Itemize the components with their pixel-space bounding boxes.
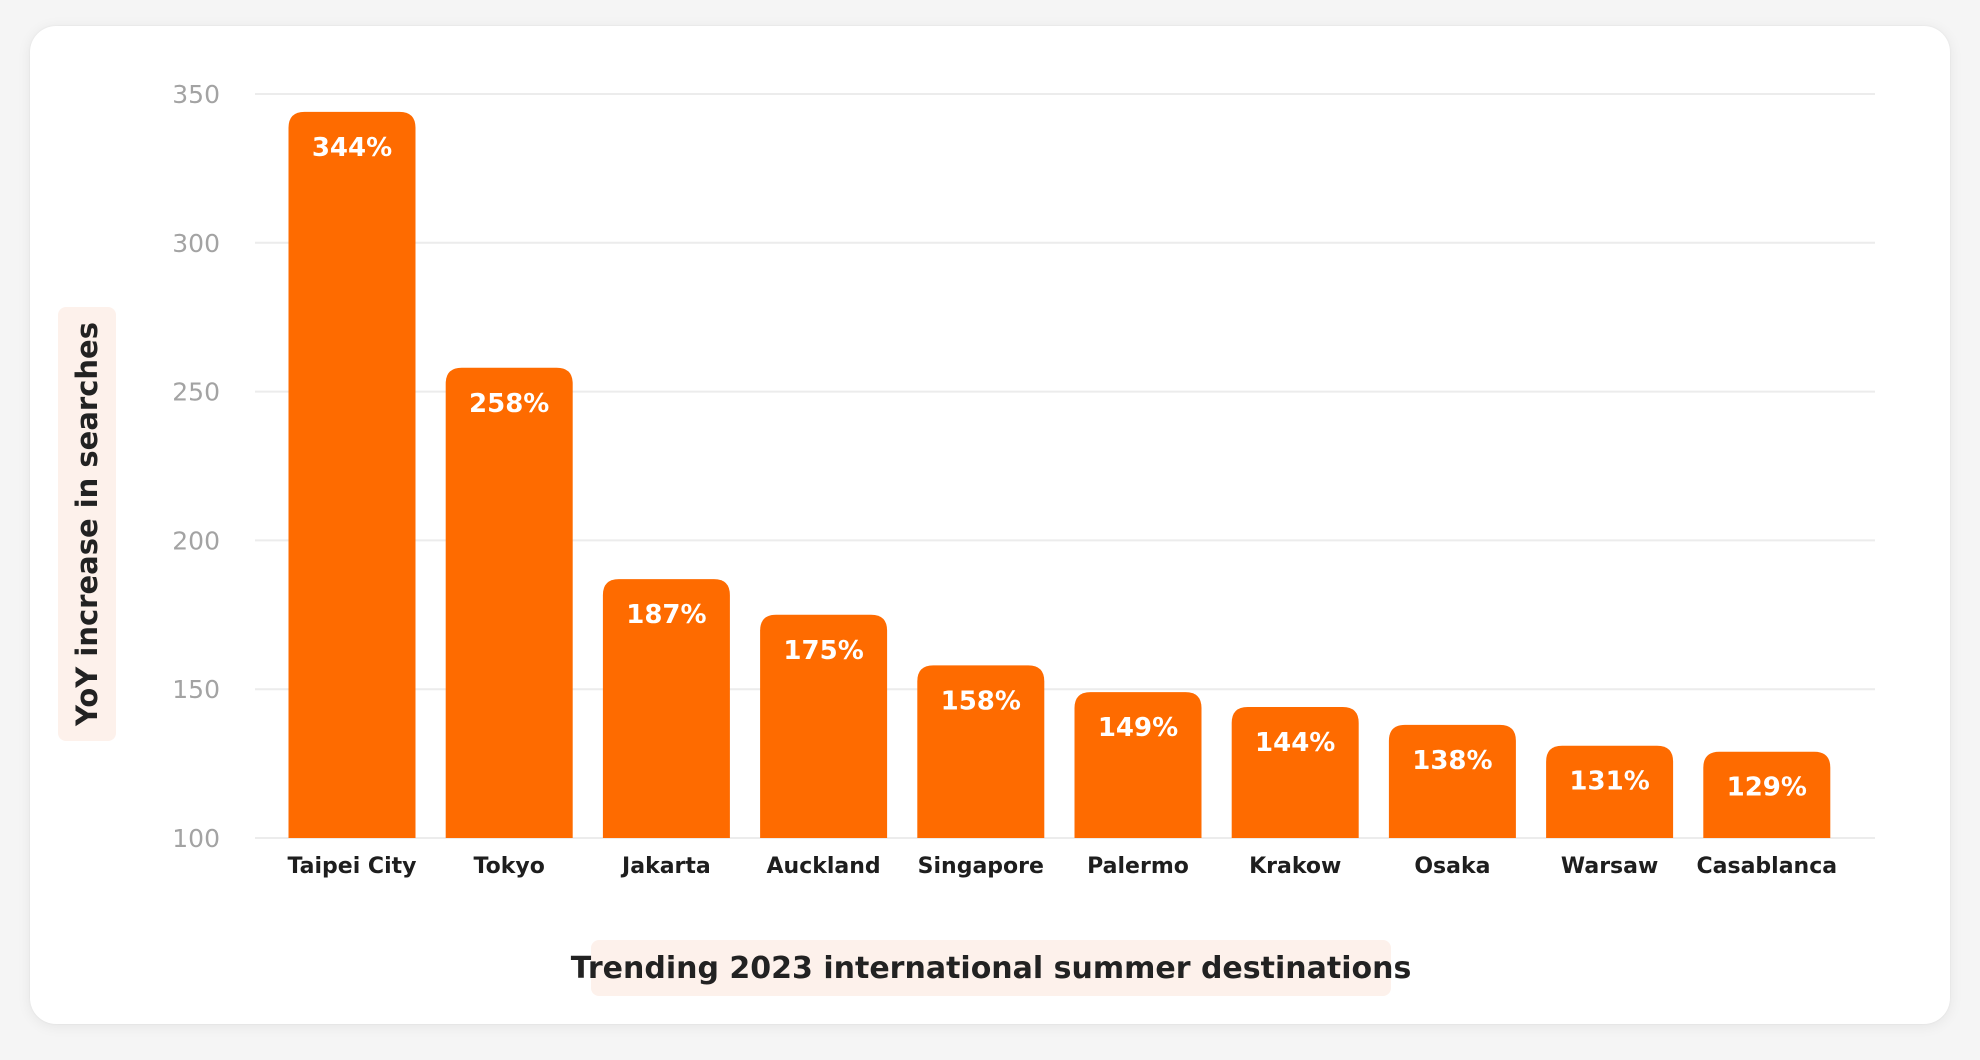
x-axis-categories: Taipei City Tokyo Jakarta Auckland Singapore…: [288, 854, 1838, 879]
x-category-label: Palermo: [1087, 854, 1189, 879]
x-axis-label: Trending 2023 international summer desti…: [570, 950, 1412, 986]
y-tick-label: 100: [172, 824, 220, 853]
y-axis-ticks: 100 150 200 250 300 350: [172, 80, 220, 853]
x-category-label: Auckland: [767, 854, 881, 879]
bar-palermo: [1074, 692, 1202, 838]
bar-taipei-city: [288, 111, 416, 838]
bar-value-label: 187%: [626, 600, 706, 630]
bar-auckland: [760, 614, 888, 838]
y-tick-label: 250: [172, 378, 220, 407]
y-tick-label: 300: [172, 229, 220, 258]
y-tick-label: 200: [172, 526, 220, 555]
bar-value-label: 138%: [1412, 746, 1492, 776]
bar-tokyo: [445, 367, 573, 838]
x-category-label: Taipei City: [288, 854, 417, 879]
bar-value-label: 131%: [1569, 767, 1649, 797]
bar-value-label: 144%: [1255, 728, 1335, 758]
y-tick-label: 150: [172, 675, 220, 704]
bar-casablanca: [1703, 751, 1831, 838]
bar-krakow: [1231, 707, 1359, 838]
bar-jakarta: [602, 579, 730, 838]
x-category-label: Jakarta: [620, 854, 711, 879]
x-category-label: Tokyo: [474, 854, 545, 879]
bar-value-label: 258%: [469, 389, 549, 419]
bar-value-label: 158%: [941, 686, 1021, 716]
bars: 344% 258% 187% 175% 158% 149% 144% 138% 131% 129%: [288, 111, 1831, 838]
x-axis-label-box: Trending 2023 international summer desti…: [571, 940, 1411, 996]
bar-osaka: [1388, 724, 1516, 838]
y-tick-label: 350: [172, 80, 220, 109]
x-category-label: Warsaw: [1561, 854, 1658, 879]
bar-warsaw: [1546, 745, 1674, 838]
x-category-label: Singapore: [918, 854, 1044, 879]
bar-value-label: 149%: [1098, 713, 1178, 743]
bar-value-label: 344%: [312, 133, 392, 163]
x-category-label: Osaka: [1414, 854, 1490, 879]
bar-singapore: [917, 665, 1045, 838]
bar-value-label: 129%: [1727, 773, 1807, 803]
y-axis-label-box: [58, 307, 116, 741]
bar-value-label: 175%: [783, 636, 863, 666]
x-category-label: Casablanca: [1696, 854, 1837, 879]
x-category-label: Krakow: [1249, 854, 1341, 879]
